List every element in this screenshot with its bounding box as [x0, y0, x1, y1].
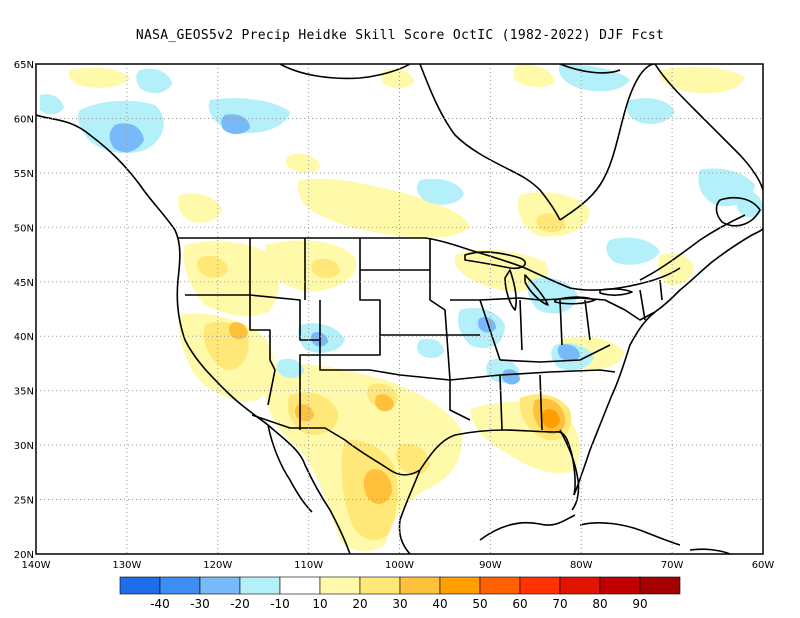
colorbar-label: 90	[632, 597, 647, 611]
colorbar-swatch	[119, 576, 161, 595]
map-frame	[35, 63, 764, 555]
colorbar-swatch	[439, 576, 481, 595]
lat-tick-label: 20N	[14, 550, 34, 561]
colorbar-swatch	[639, 576, 681, 595]
colorbar-swatch	[519, 576, 561, 595]
skill-score-field	[40, 64, 763, 552]
lat-tick-label: 55N	[14, 169, 34, 180]
lat-tick-label: 35N	[14, 387, 34, 398]
colorbar-label: 40	[432, 597, 447, 611]
lon-tick-label: 120W	[203, 560, 232, 571]
colorbar-swatch	[199, 576, 241, 595]
lon-tick-label: 110W	[294, 560, 323, 571]
lon-tick-labels: 140W 130W 120W 110W 100W 90W 80W 70W 60W	[22, 560, 775, 571]
colorbar-label: 10	[312, 597, 327, 611]
lon-tick-label: 90W	[479, 560, 502, 571]
colorbar: -40 -30 -20 -10 10 20 30 40 50 60 70 80 90	[119, 576, 681, 611]
colorbar-swatch	[359, 576, 401, 595]
colorbar-swatch	[279, 576, 321, 595]
graticule	[36, 64, 763, 554]
lat-tick-label: 25N	[14, 496, 34, 507]
lon-tick-label: 80W	[570, 560, 593, 571]
colorbar-label: -20	[230, 597, 250, 611]
lat-tick-labels: 65N 60N 55N 50N 45N 40N 35N 30N 25N 20N	[14, 60, 34, 561]
lon-tick-label: 70W	[661, 560, 684, 571]
colorbar-swatch	[559, 576, 601, 595]
lat-tick-label: 50N	[14, 223, 34, 234]
colorbar-swatch	[159, 576, 201, 595]
map-title: NASA_GEOS5v2 Precip Heidke Skill Score O…	[135, 28, 665, 43]
colorbar-label: -10	[270, 597, 290, 611]
colorbar-swatch	[599, 576, 641, 595]
colorbar-label: 20	[352, 597, 367, 611]
colorbar-label: -40	[150, 597, 170, 611]
colorbar-swatch	[399, 576, 441, 595]
lat-tick-label: 45N	[14, 278, 34, 289]
lon-tick-label: 100W	[385, 560, 414, 571]
lon-tick-label: 60W	[752, 560, 775, 571]
colorbar-label: 30	[392, 597, 407, 611]
lat-tick-label: 30N	[14, 441, 34, 452]
lat-tick-label: 60N	[14, 114, 34, 125]
colorbar-label: 50	[472, 597, 487, 611]
colorbar-swatch	[239, 576, 281, 595]
lon-tick-label: 140W	[22, 560, 51, 571]
lat-tick-label: 40N	[14, 332, 34, 343]
colorbar-label: 80	[592, 597, 607, 611]
colorbar-label: 70	[552, 597, 567, 611]
lat-tick-label: 65N	[14, 60, 34, 71]
colorbar-label: 60	[512, 597, 527, 611]
lon-tick-label: 130W	[112, 560, 141, 571]
colorbar-label: -30	[190, 597, 210, 611]
colorbar-swatch	[319, 576, 361, 595]
colorbar-swatch	[479, 576, 521, 595]
